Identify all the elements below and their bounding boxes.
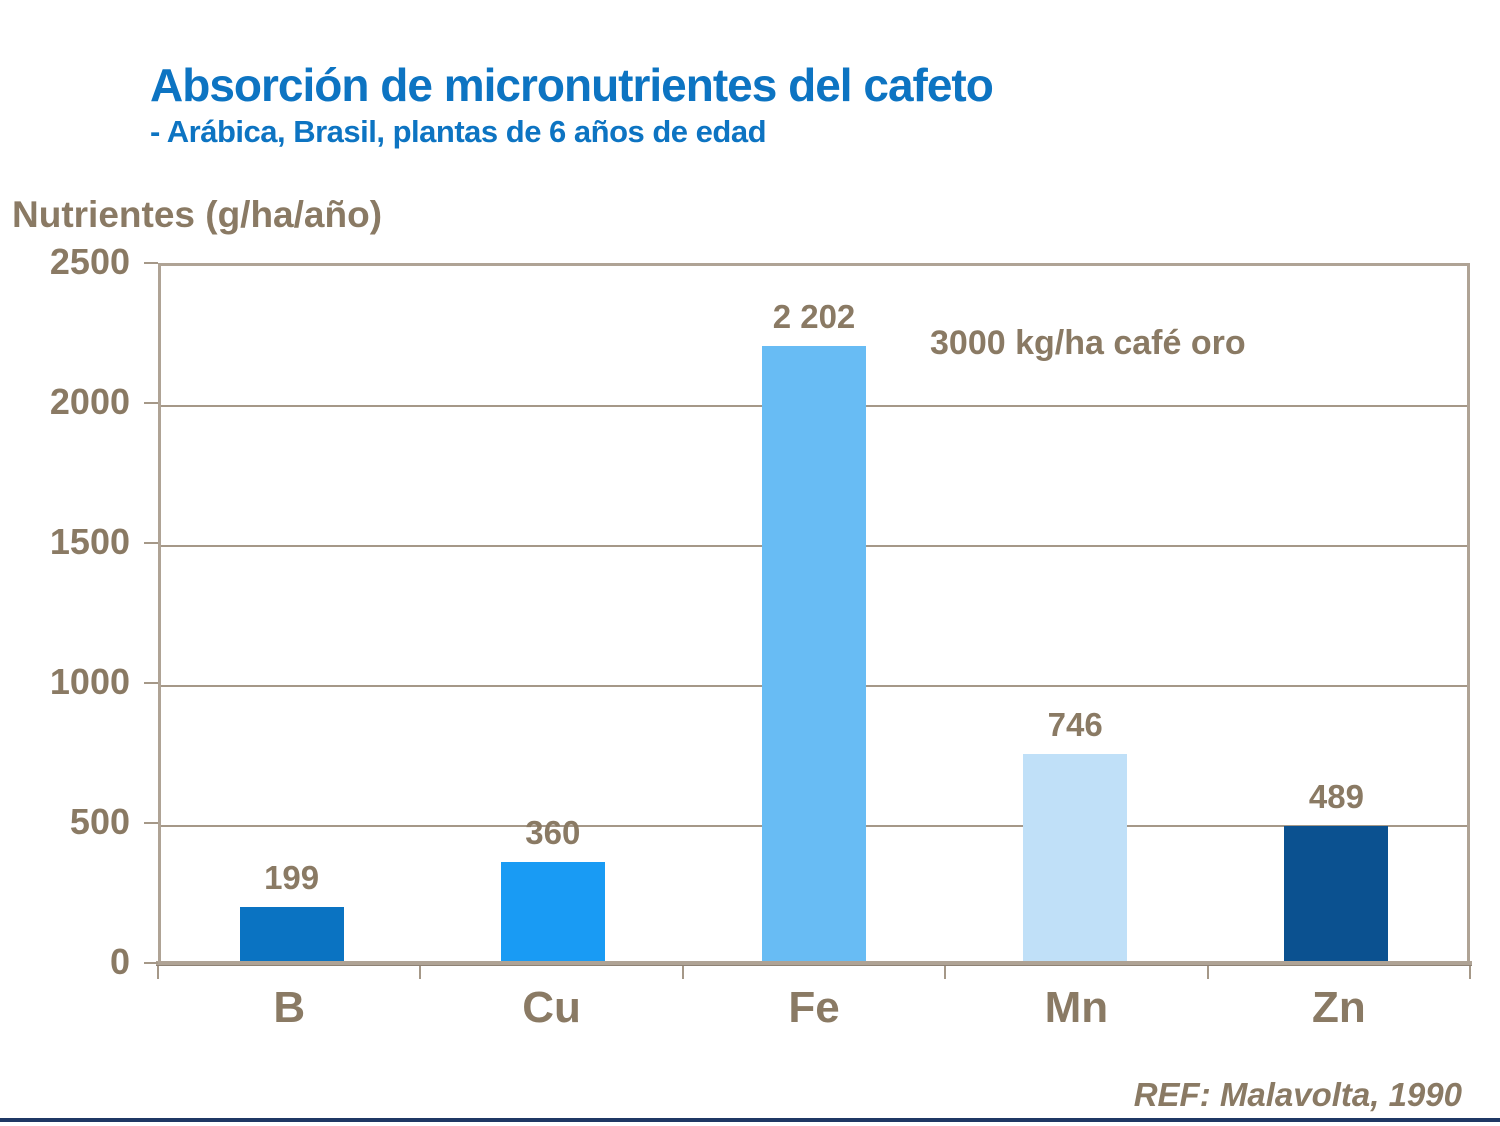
value-label-B: 199	[264, 859, 320, 896]
bar-Cu	[500, 862, 605, 963]
x-tick-mark-0	[157, 966, 159, 979]
x-axis-line	[156, 961, 1472, 966]
bar-Fe	[762, 346, 866, 963]
y-tick-mark-1500	[144, 542, 158, 544]
chart-subtitle: - Arábica, Brasil, plantas de 6 años de …	[150, 114, 767, 149]
chart-title: Absorción de micronutrientes del cafeto	[150, 59, 994, 111]
y-tick-label-0: 0	[109, 941, 130, 982]
category-label-Mn: Mn	[1044, 983, 1109, 1032]
y-tick-mark-1000	[144, 682, 158, 684]
bar-series: 199 360 2 202 746 489	[161, 266, 1467, 963]
bar-slot-B: 199	[161, 266, 422, 963]
x-tick-mark-3	[944, 966, 947, 979]
y-tick-label-2500: 2500	[49, 241, 130, 282]
yield-annotation: 3000 kg/ha café oro	[930, 324, 1246, 362]
x-tick-mark-5	[1469, 966, 1471, 979]
category-label-Cu: Cu	[522, 983, 581, 1032]
bar-slot-Fe: 2 202	[683, 266, 944, 963]
value-label-Zn: 489	[1308, 778, 1364, 815]
value-label-Fe: 2 202	[772, 298, 856, 335]
bar-B	[239, 907, 344, 963]
y-tick-mark-0	[144, 962, 158, 964]
y-tick-label-1500: 1500	[49, 521, 130, 562]
category-label-Fe: Fe	[788, 983, 840, 1032]
y-tick-label-2000: 2000	[49, 381, 130, 422]
x-tick-mark-2	[681, 966, 684, 979]
bottom-divider-line	[0, 1118, 1500, 1122]
bar-Zn	[1284, 826, 1389, 963]
bar-Mn	[1023, 754, 1128, 963]
category-label-Zn: Zn	[1311, 983, 1366, 1032]
value-label-Cu: 360	[525, 814, 581, 851]
y-tick-label-500: 500	[69, 801, 130, 842]
x-tick-mark-4	[1206, 966, 1209, 979]
reference-citation: REF: Malavolta, 1990	[1133, 1076, 1462, 1113]
bar-slot-Zn: 489	[1206, 266, 1467, 963]
value-label-Mn: 746	[1047, 706, 1103, 743]
bar-slot-Mn: 746	[945, 266, 1206, 963]
plot-area: 199 360 2 202 746 489	[158, 263, 1470, 963]
y-tick-label-1000: 1000	[49, 661, 130, 702]
y-tick-mark-2500	[144, 262, 158, 264]
y-tick-mark-2000	[144, 402, 158, 404]
y-axis-title: Nutrientes (g/ha/año)	[12, 194, 383, 235]
x-axis-category-labels: B Cu Fe Mn Zn	[158, 983, 1470, 1033]
category-label-B: B	[273, 983, 306, 1032]
x-tick-mark-1	[419, 966, 422, 979]
y-tick-mark-500	[144, 822, 158, 824]
bar-slot-Cu: 360	[422, 266, 683, 963]
